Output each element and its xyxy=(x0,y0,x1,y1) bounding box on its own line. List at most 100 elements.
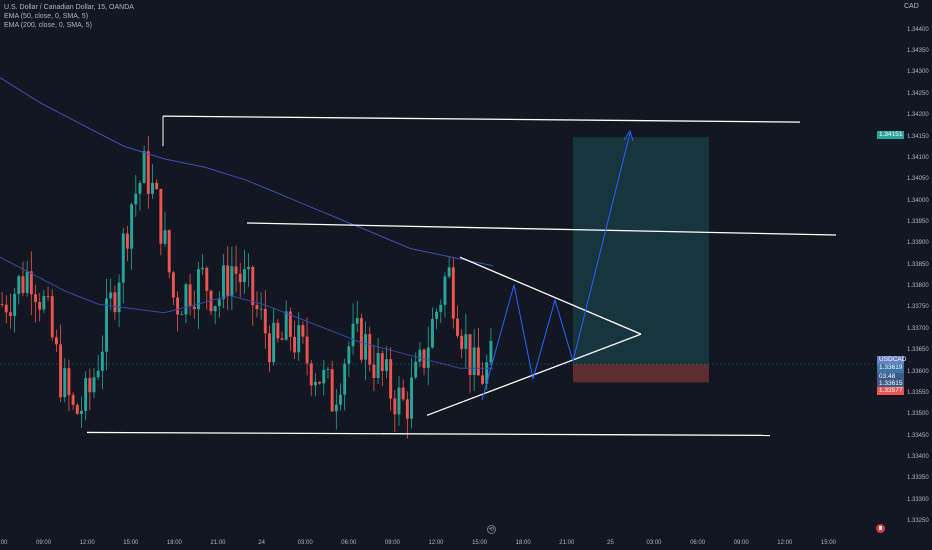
x-tick-label: 12:00 xyxy=(428,540,444,546)
symbol-title[interactable]: U.S. Dollar / Canadian Dollar, 15, OANDA xyxy=(4,4,134,11)
candle-body xyxy=(326,369,330,370)
y-tick-label: 1.33550 xyxy=(907,389,929,396)
stop-price-tag: 1.33577 xyxy=(877,387,904,395)
tradingview-logo-icon[interactable] xyxy=(876,524,885,533)
candle-body xyxy=(222,265,225,300)
candle-body xyxy=(130,204,134,249)
y-tick-label: 1.33650 xyxy=(907,347,929,354)
candle-body xyxy=(439,304,443,312)
mini-price-tag: 1.33615 xyxy=(877,380,904,387)
candle-body xyxy=(430,318,434,348)
candle-body xyxy=(305,336,309,364)
candle-body xyxy=(322,369,326,384)
candle-body xyxy=(25,271,29,293)
x-tick-label: 21:00 xyxy=(210,540,226,546)
candle-body xyxy=(359,318,363,360)
candle-body xyxy=(46,296,50,297)
candle-body xyxy=(280,338,284,340)
candle-body xyxy=(464,334,468,349)
x-tick-label: 03:00 xyxy=(646,540,662,546)
symbol-tag: USDCAD xyxy=(877,356,907,364)
x-tick-label: 18:00 xyxy=(515,540,531,546)
candle-body xyxy=(339,394,342,405)
y-tick-label: 1.34300 xyxy=(907,69,929,76)
candle-body xyxy=(468,334,472,375)
candle-body xyxy=(443,276,447,305)
x-tick-label: 15:00 xyxy=(820,540,836,546)
ema-50-legend[interactable]: EMA (50, close, 0, SMA, 5) xyxy=(4,13,89,20)
candle-body xyxy=(171,272,175,298)
replay-icon[interactable]: ⟲ xyxy=(487,525,496,534)
y-tick-label: 1.33750 xyxy=(907,304,929,311)
countdown-tag: 03:48 xyxy=(877,373,904,380)
candle-body xyxy=(201,267,205,270)
candle-body xyxy=(34,294,37,302)
candle-body xyxy=(13,293,17,316)
ema-50-line xyxy=(0,256,493,369)
candle-body xyxy=(92,377,96,393)
y-tick-label: 1.33350 xyxy=(907,475,929,482)
candle-body xyxy=(230,266,234,296)
candle-body xyxy=(426,347,430,368)
candle-body xyxy=(364,334,368,360)
candle-body xyxy=(138,183,142,194)
x-tick-label: 09:00 xyxy=(733,540,749,546)
y-tick-label: 1.34000 xyxy=(907,197,929,204)
candle-body xyxy=(192,306,196,310)
candle-body xyxy=(17,276,21,294)
candle-body xyxy=(125,233,129,249)
candle-body xyxy=(380,353,384,372)
candle-body xyxy=(105,298,109,352)
y-tick-label: 1.33800 xyxy=(907,283,929,290)
candle-body xyxy=(188,284,192,307)
candle-body xyxy=(251,266,255,306)
candle-body xyxy=(372,364,376,378)
candle-body xyxy=(347,346,351,364)
candle-body xyxy=(435,311,439,319)
resistance-line-top xyxy=(162,115,801,123)
candle-body xyxy=(146,151,150,194)
candle-body xyxy=(351,323,355,347)
candle-body xyxy=(485,362,489,384)
target-zone xyxy=(573,137,709,365)
candle-body xyxy=(401,387,405,400)
y-tick-label: 1.33600 xyxy=(907,368,929,375)
candle-body xyxy=(67,368,71,396)
candle-body xyxy=(472,347,476,375)
current-price-value: 1.33619 xyxy=(879,364,903,371)
candle-body xyxy=(456,318,459,336)
candle-body xyxy=(196,269,200,310)
candle-body xyxy=(293,336,297,353)
candle-body xyxy=(297,325,301,353)
x-tick-label: 09:00 xyxy=(36,540,52,546)
projection-path xyxy=(481,132,631,401)
ema-200-line xyxy=(0,77,494,267)
candle-body xyxy=(142,151,146,184)
y-tick-label: 1.33900 xyxy=(907,240,929,247)
candle-body xyxy=(368,334,372,365)
candle-body xyxy=(276,322,280,339)
candle-body xyxy=(234,266,238,274)
target-price-tag: 1.34151 xyxy=(877,131,904,139)
candle-body xyxy=(384,359,388,372)
ema-200-legend[interactable]: EMA (200, close, 0, SMA, 5) xyxy=(4,22,92,29)
y-tick-label: 1.33700 xyxy=(907,325,929,332)
candle-body xyxy=(71,395,75,405)
candle-body xyxy=(255,305,259,310)
candle-body xyxy=(301,325,305,337)
candle-body xyxy=(389,359,393,399)
y-tick-label: 1.33950 xyxy=(907,218,929,225)
candle-body xyxy=(393,398,397,415)
y-tick-label: 1.34350 xyxy=(907,48,929,55)
y-tick-label: 1.33450 xyxy=(907,432,929,439)
candle-body xyxy=(84,378,88,411)
candle-body xyxy=(268,333,271,363)
candle-body xyxy=(63,368,67,398)
candle-body xyxy=(284,311,288,340)
candle-body xyxy=(134,193,138,205)
candle-body xyxy=(343,363,347,395)
candle-body xyxy=(242,269,246,283)
candle-body xyxy=(159,189,163,244)
